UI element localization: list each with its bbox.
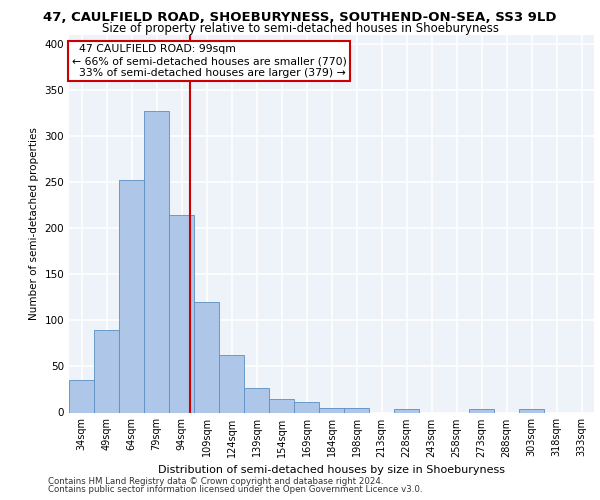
Bar — [244, 388, 269, 412]
Text: 47, CAULFIELD ROAD, SHOEBURYNESS, SOUTHEND-ON-SEA, SS3 9LD: 47, CAULFIELD ROAD, SHOEBURYNESS, SOUTHE… — [43, 11, 557, 24]
Bar — [319, 408, 344, 412]
Bar — [94, 330, 119, 412]
Bar — [169, 214, 194, 412]
Bar — [194, 302, 219, 412]
Bar — [469, 409, 494, 412]
Text: Contains public sector information licensed under the Open Government Licence v3: Contains public sector information licen… — [48, 485, 422, 494]
Bar — [394, 409, 419, 412]
Y-axis label: Number of semi-detached properties: Number of semi-detached properties — [29, 128, 39, 320]
Bar — [269, 398, 294, 412]
Bar — [144, 110, 169, 412]
Bar — [344, 408, 369, 412]
Bar — [69, 380, 94, 412]
Bar — [519, 409, 544, 412]
Bar — [219, 356, 244, 412]
Text: Size of property relative to semi-detached houses in Shoeburyness: Size of property relative to semi-detach… — [101, 22, 499, 35]
X-axis label: Distribution of semi-detached houses by size in Shoeburyness: Distribution of semi-detached houses by … — [158, 465, 505, 475]
Text: 47 CAULFIELD ROAD: 99sqm
← 66% of semi-detached houses are smaller (770)
  33% o: 47 CAULFIELD ROAD: 99sqm ← 66% of semi-d… — [71, 44, 347, 78]
Bar — [119, 180, 144, 412]
Bar — [294, 402, 319, 412]
Text: Contains HM Land Registry data © Crown copyright and database right 2024.: Contains HM Land Registry data © Crown c… — [48, 477, 383, 486]
